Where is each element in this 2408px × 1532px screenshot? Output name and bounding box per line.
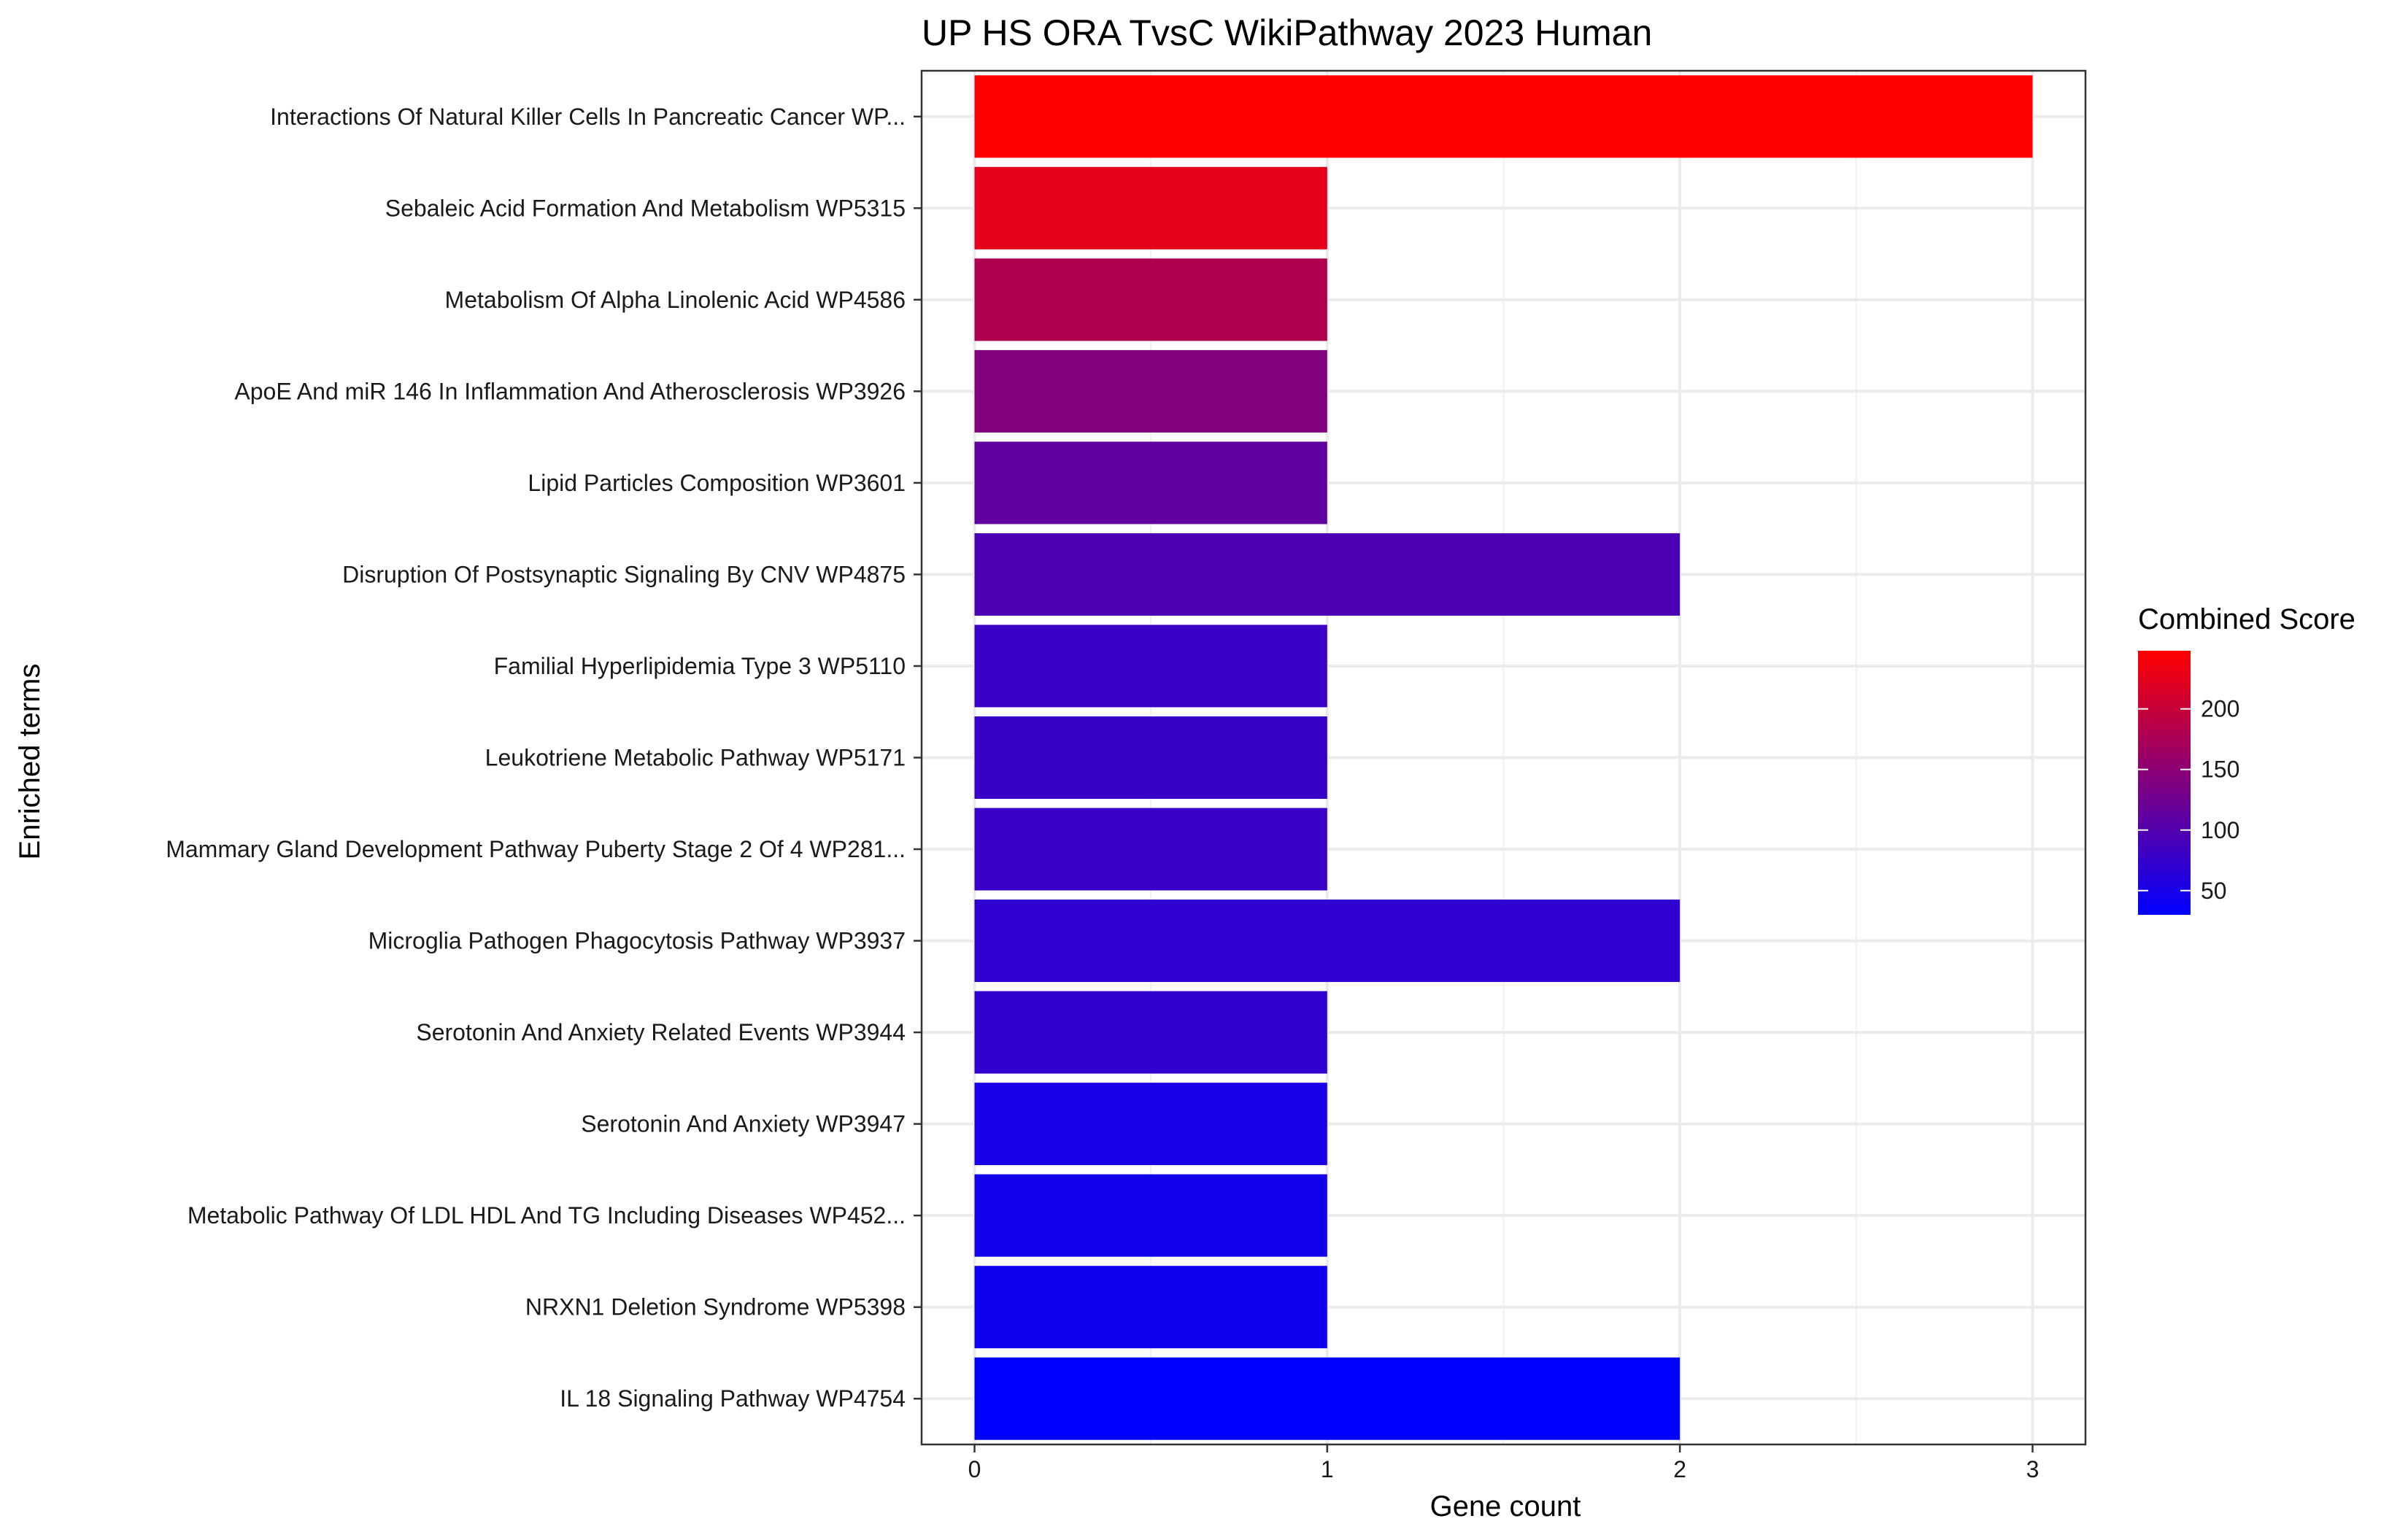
y-tick-label: Sebaleic Acid Formation And Metabolism W…	[385, 195, 906, 221]
y-tick-label: Mammary Gland Development Pathway Pubert…	[166, 836, 906, 862]
x-tick-label: 2	[1673, 1456, 1686, 1482]
legend-tick-label: 150	[2201, 757, 2239, 783]
x-tick-label: 0	[968, 1456, 981, 1482]
y-tick-label: NRXN1 Deletion Syndrome WP5398	[525, 1294, 906, 1320]
y-tick-label: IL 18 Signaling Pathway WP4754	[560, 1385, 906, 1412]
y-tick-label: Disruption Of Postsynaptic Signaling By …	[342, 561, 906, 587]
bar	[974, 441, 1327, 525]
bars	[974, 75, 2033, 1440]
bar	[974, 533, 1680, 616]
panel-border	[920, 69, 2087, 1446]
y-tick-label: Lipid Particles Composition WP3601	[528, 470, 906, 496]
bar	[974, 991, 1327, 1074]
bar	[974, 624, 1327, 708]
y-tick-label: Interactions Of Natural Killer Cells In …	[270, 104, 906, 130]
y-axis-title: Enriched terms	[14, 664, 46, 860]
bar	[974, 75, 2033, 158]
bar	[974, 716, 1327, 799]
y-tick-label: Serotonin And Anxiety WP3947	[581, 1111, 906, 1137]
x-tick-label: 1	[1321, 1456, 1334, 1482]
y-tick-label: ApoE And miR 146 In Inflammation And Ath…	[234, 378, 906, 404]
bar	[974, 808, 1327, 891]
y-tick-label: Metabolism Of Alpha Linolenic Acid WP458…	[445, 287, 906, 313]
y-tick-label: Metabolic Pathway Of LDL HDL And TG Incl…	[188, 1202, 906, 1229]
bar	[974, 349, 1327, 433]
legend-colorbar	[2138, 651, 2191, 915]
y-tick-label: Familial Hyperlipidemia Type 3 WP5110	[494, 653, 906, 679]
bar	[974, 1357, 1680, 1440]
y-tick-label: Microglia Pathogen Phagocytosis Pathway …	[368, 928, 906, 954]
x-tick-labels: 0 1 2 3	[968, 1444, 2040, 1482]
y-tick-label: Leukotriene Metabolic Pathway WP5171	[485, 745, 906, 771]
legend-tick-label: 200	[2201, 696, 2239, 722]
bar	[974, 1083, 1327, 1166]
bar	[974, 258, 1327, 341]
y-tick-label: Serotonin And Anxiety Related Events WP3…	[416, 1019, 906, 1045]
legend-tick-label: 100	[2201, 817, 2239, 843]
legend-title: Combined Score	[2138, 603, 2355, 635]
bar	[974, 900, 1680, 983]
color-legend: Combined Score 50 100 150 200	[2138, 603, 2355, 915]
x-axis-title: Gene count	[1430, 1490, 1581, 1523]
bar	[974, 1174, 1327, 1257]
chart-title: UP HS ORA TvsC WikiPathway 2023 Human	[922, 12, 1652, 53]
legend-tick-label: 50	[2201, 878, 2227, 904]
y-tick-labels: Interactions Of Natural Killer Cells In …	[166, 104, 922, 1412]
bar	[974, 166, 1327, 249]
x-tick-label: 3	[2026, 1456, 2040, 1482]
bar	[974, 1266, 1327, 1349]
